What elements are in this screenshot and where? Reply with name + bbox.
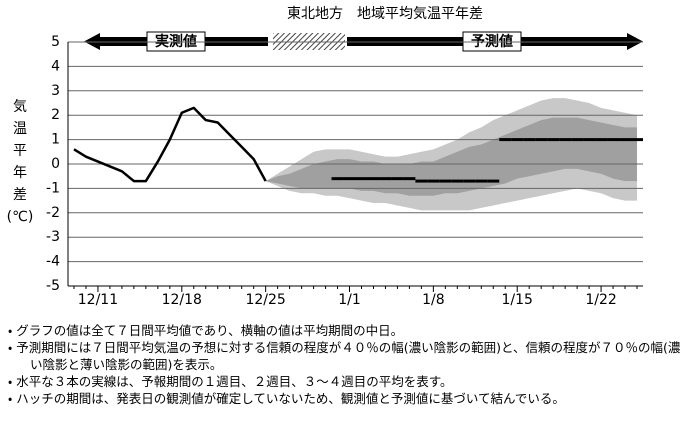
y-tick-label: -5 [46,278,60,294]
note: ・ グラフの値は全て７日間平均値であり、横軸の値は平均期間の中日。 [8,323,404,338]
y-tick-label: 0 [51,156,60,172]
grid [68,41,643,287]
y-axis-label: 気 [13,99,27,115]
y-tick-label: 2 [51,107,60,123]
note: ・ 予測期間には７日間平均気温の予想に対する信頼の程度が４０％の幅(濃い陰影の範… [8,340,681,372]
y-tick-label: 5 [51,34,60,50]
y-tick-label: 3 [51,83,60,99]
chart-title: 東北地方 地域平均気温平年差 [287,6,483,22]
x-tick-label: 1/22 [585,292,616,308]
bands [265,98,638,211]
x-tick-label: 12/18 [162,292,202,308]
x-tick-label: 12/11 [78,292,118,308]
x-tick-label: 1/15 [501,292,532,308]
y-axis-label: 年 [13,165,27,181]
note: ・ 水平な３本の実線は、予報期間の１週目、２週目、３～４週目の平均を表す。 [8,374,453,389]
y-tick-label: 1 [51,132,60,148]
x-tick-label: 1/8 [422,292,445,308]
y-axis-label: 差 [13,187,27,203]
observed-line [73,106,267,183]
y-axis-label: 平 [13,143,27,159]
y-tick-label: -2 [46,205,60,221]
confidence-band [265,117,638,196]
y-tick-label: -1 [46,180,60,196]
data [73,106,643,183]
y-axis-label: 温 [13,121,27,137]
y-tick-label: -3 [46,229,60,245]
y-tick-label: 4 [51,58,60,74]
notes: ・ グラフの値は全て７日間平均値であり、横軸の値は平均期間の中日。・ 予測期間に… [8,322,692,407]
x-tick-label: 1/1 [338,292,361,308]
y-axis-label: (℃) [7,209,34,225]
chart: 東北地方 地域平均気温平年差 実測値 予測値 -5-4-3-2-10123451… [7,6,643,308]
note: ・ ハッチの期間は、発表日の観測値が確定していないため、観測値と予測値に基づいて… [8,391,565,406]
x-tick-label: 12/25 [245,292,285,308]
y-tick-label: -4 [46,254,60,270]
